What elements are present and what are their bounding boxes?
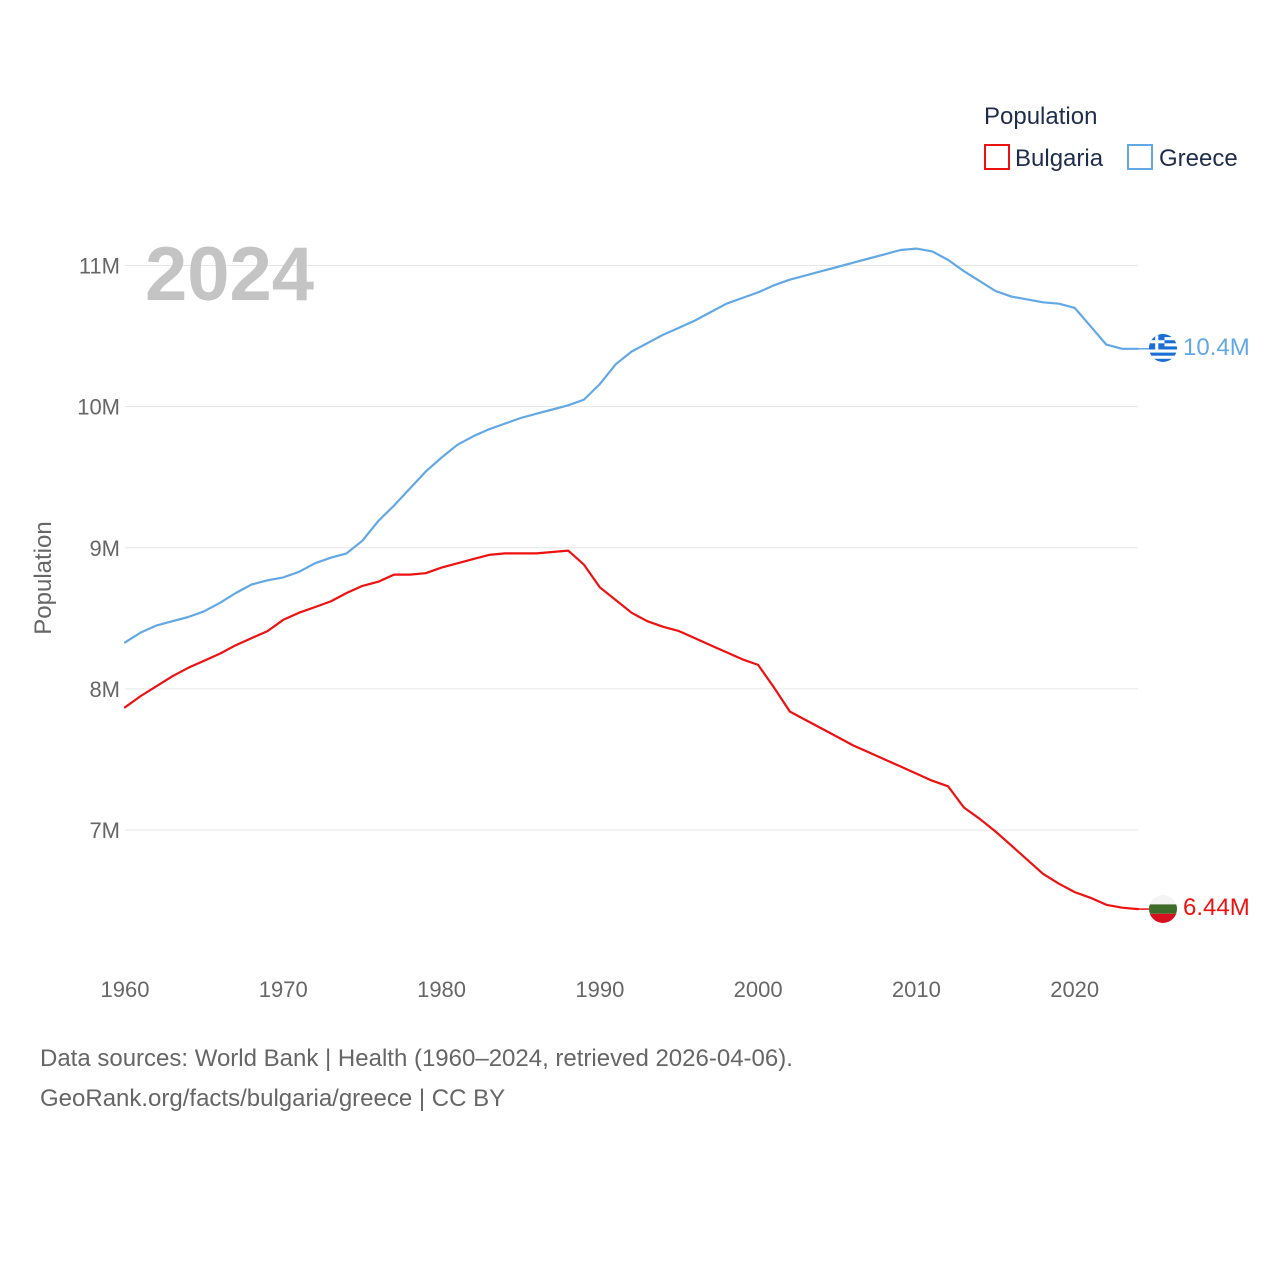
y-tick-label: 8M — [89, 677, 120, 702]
grid-lines — [125, 265, 1138, 831]
end-label-greece: 10.4M — [1183, 334, 1250, 361]
legend-swatch-bulgaria — [984, 144, 1010, 170]
year-label: 2024 — [145, 232, 314, 317]
x-tick-label: 1960 — [101, 977, 150, 1002]
y-tick-label: 11M — [79, 254, 120, 279]
y-axis-label: Population — [30, 521, 57, 634]
x-tick-label: 2010 — [892, 977, 941, 1002]
legend-label-bulgaria: Bulgaria — [1015, 145, 1104, 172]
end-label-bulgaria: 6.44M — [1183, 894, 1250, 921]
legend-swatch-greece — [1127, 144, 1153, 170]
x-tick-label: 2000 — [734, 977, 783, 1002]
legend-title: Population — [984, 103, 1097, 130]
legend[interactable]: Population Bulgaria Greece — [984, 103, 1238, 172]
series-line-bulgaria[interactable] — [123, 549, 1140, 911]
series-line-greece[interactable] — [123, 247, 1140, 644]
y-tick-label: 10M — [77, 395, 120, 420]
x-tick-label: 2020 — [1050, 977, 1099, 1002]
legend-item-greece[interactable]: Greece — [1127, 144, 1238, 172]
y-tick-label: 7M — [89, 818, 120, 843]
x-axis-ticks: 1960 1970 1980 1990 2000 2010 2020 — [101, 977, 1100, 1002]
bulgaria-flag-icon — [1149, 895, 1177, 923]
y-axis-ticks: 7M 8M 9M 10M 11M — [77, 254, 120, 843]
series-lines — [123, 247, 1150, 911]
legend-item-bulgaria[interactable]: Bulgaria — [984, 144, 1104, 172]
attribution-link[interactable]: GeoRank.org/facts/bulgaria/greece | CC B… — [40, 1085, 506, 1112]
x-tick-label: 1970 — [259, 977, 308, 1002]
x-tick-label: 1980 — [417, 977, 466, 1002]
y-tick-label: 9M — [89, 536, 120, 561]
x-tick-label: 1990 — [575, 977, 624, 1002]
data-sources-text: Data sources: World Bank | Health (1960–… — [40, 1045, 793, 1072]
greece-flag-icon — [1149, 334, 1177, 362]
legend-label-greece: Greece — [1159, 145, 1238, 172]
